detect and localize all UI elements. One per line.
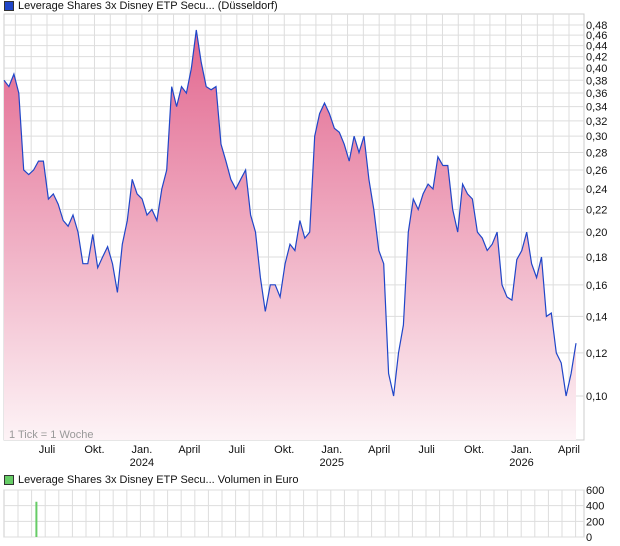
y-tick-label: 0,48: [586, 20, 607, 32]
y-tick-label: 0,30: [586, 131, 607, 143]
volume-y-tick-label: 200: [586, 516, 604, 528]
x-tick-label: Jan.: [511, 444, 532, 456]
price-line: [3, 29, 577, 397]
volume-y-tick-label: 400: [586, 501, 604, 513]
price-legend-swatch: [4, 1, 14, 11]
y-tick-label: 0,40: [586, 63, 607, 75]
y-tick-label: 0,18: [586, 252, 607, 264]
y-tick-label: 0,24: [586, 184, 607, 196]
x-tick-label: Okt.: [84, 444, 104, 456]
x-tick-label: Juli: [39, 444, 56, 456]
y-tick-label: 0,38: [586, 75, 607, 87]
price-area: [4, 30, 576, 440]
y-tick-label: 0,12: [586, 348, 607, 360]
volume-y-tick-label: 0: [586, 532, 592, 544]
x-tick-label: Jan.: [132, 444, 153, 456]
y-tick-label: 0,10: [586, 391, 607, 403]
x-year-label: 2026: [509, 457, 533, 469]
tick-note: 1 Tick = 1 Woche: [9, 429, 93, 441]
volume-legend-swatch: [4, 475, 14, 485]
volume-y-tick-label: 600: [586, 485, 604, 497]
x-tick-label: Okt.: [464, 444, 484, 456]
x-tick-label: Okt.: [274, 444, 294, 456]
y-tick-label: 0,42: [586, 52, 607, 64]
y-tick-label: 0,36: [586, 88, 607, 100]
x-tick-label: Juli: [418, 444, 435, 456]
y-tick-label: 0,16: [586, 280, 607, 292]
price-chart-title: Leverage Shares 3x Disney ETP Secu... (D…: [18, 0, 278, 12]
x-year-label: 2024: [130, 457, 154, 469]
y-tick-label: 0,26: [586, 165, 607, 177]
y-tick-label: 0,46: [586, 30, 607, 42]
y-tick-label: 0,34: [586, 102, 607, 114]
x-tick-label: April: [368, 444, 390, 456]
x-tick-label: April: [178, 444, 200, 456]
volume-legend: Leverage Shares 3x Disney ETP Secu... Vo…: [4, 474, 298, 486]
volume-plot-area: [3, 489, 585, 538]
y-tick-label: 0,14: [586, 311, 607, 323]
y-tick-label: 0,20: [586, 227, 607, 239]
x-year-label: 2025: [319, 457, 343, 469]
y-tick-label: 0,22: [586, 205, 607, 217]
y-tick-label: 0,44: [586, 41, 607, 53]
x-tick-label: Juli: [229, 444, 246, 456]
y-tick-label: 0,28: [586, 147, 607, 159]
x-tick-label: April: [558, 444, 580, 456]
volume-chart-title: Leverage Shares 3x Disney ETP Secu... Vo…: [18, 474, 299, 486]
y-tick-label: 0,32: [586, 116, 607, 128]
x-tick-label: Jan.: [321, 444, 342, 456]
volume-bar: [35, 501, 38, 537]
price-legend: Leverage Shares 3x Disney ETP Secu... (D…: [4, 0, 278, 12]
